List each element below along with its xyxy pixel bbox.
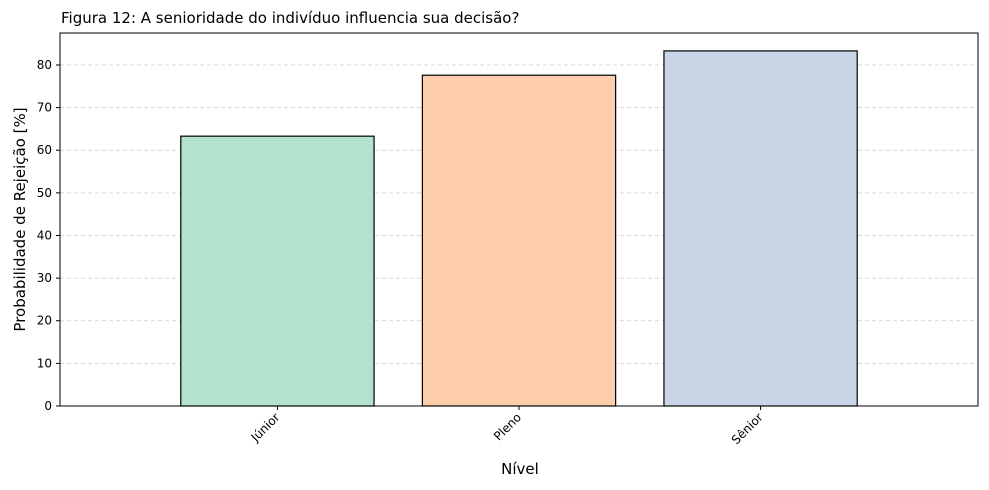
x-tick-label: Pleno [491,410,524,443]
y-tick-label: 30 [37,271,52,285]
y-tick-label: 10 [37,356,52,370]
y-tick-label: 50 [37,186,52,200]
y-axis-ticks: 0 10 20 30 40 50 60 70 80 [37,58,60,413]
bar-Sênior [663,50,858,407]
bars [180,50,858,407]
x-axis-label: Nível [501,460,539,478]
y-tick-label: 70 [37,101,52,115]
y-tick-label: 60 [37,143,52,157]
x-tick-label: Sênior [729,410,766,447]
bar-Júnior [180,135,375,407]
y-tick-label: 0 [44,399,52,413]
chart-title: Figura 12: A senioridade do indivíduo in… [61,9,519,27]
y-axis-label: Probabilidade de Rejeição [%] [11,107,29,331]
y-tick-label: 80 [37,58,52,72]
x-axis-ticks: Júnior Pleno Sênior [248,406,766,447]
bar-Pleno [421,74,617,407]
x-tick-label: Júnior [248,410,283,445]
y-tick-label: 20 [37,314,52,328]
y-tick-label: 40 [37,228,52,242]
